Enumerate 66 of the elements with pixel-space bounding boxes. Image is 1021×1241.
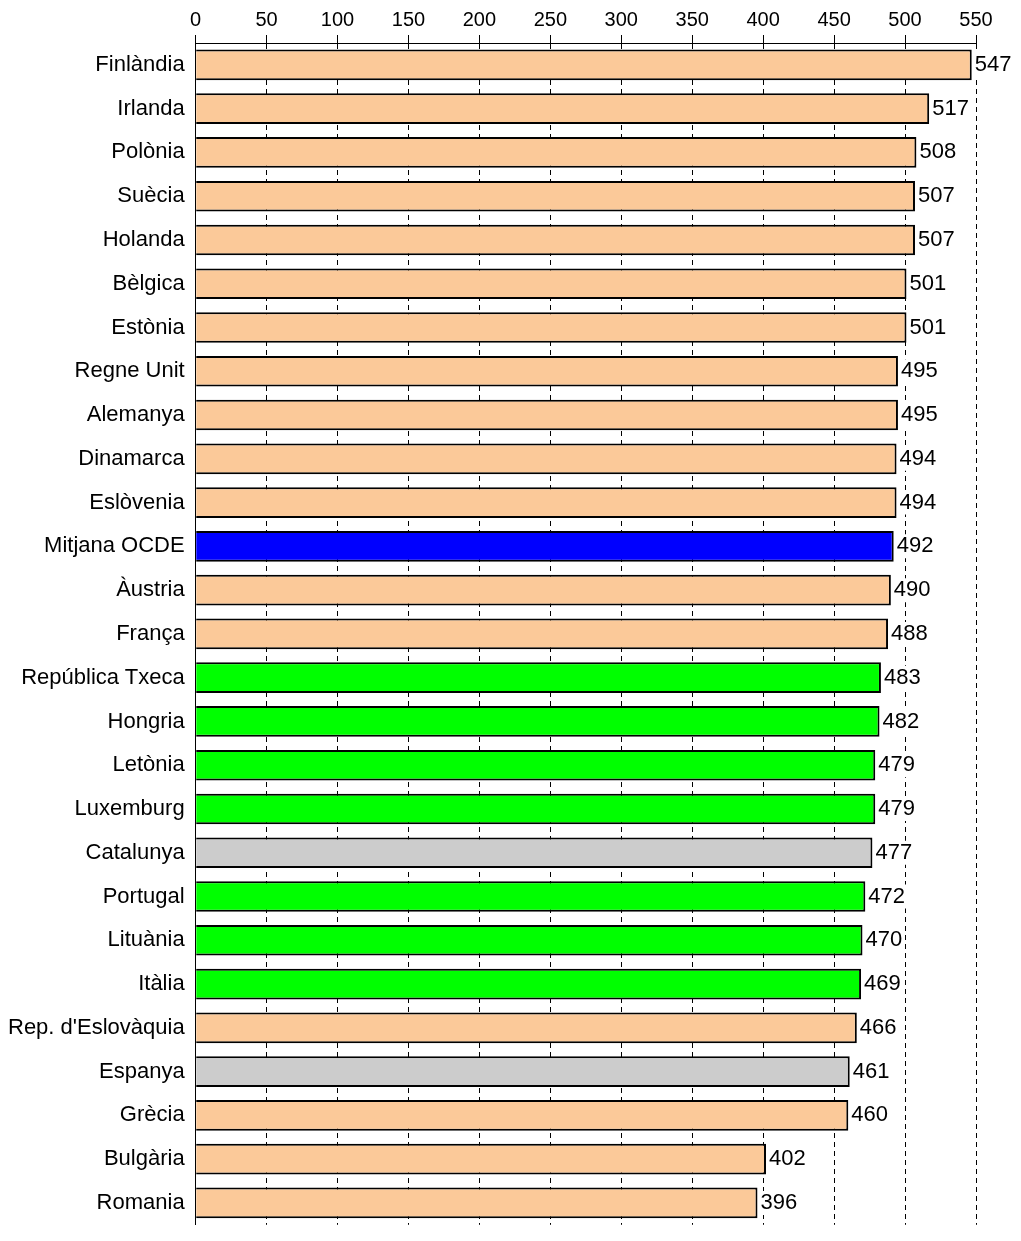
x-tick-label: 200 xyxy=(462,7,497,30)
y-tick-label: República Txeca xyxy=(21,663,186,689)
y-tick-label: Regne Unit xyxy=(74,357,185,383)
data-label: 461 xyxy=(852,1057,890,1083)
data-label: 472 xyxy=(868,882,906,908)
y-tick-label: Suècia xyxy=(117,182,186,208)
x-tick-label: 100 xyxy=(320,7,355,30)
y-tick-label: Grècia xyxy=(119,1101,186,1127)
data-label: 492 xyxy=(896,532,934,558)
y-tick-label: Portugal xyxy=(102,882,185,908)
y-tick-label: Àustria xyxy=(116,576,186,602)
y-tick-label: Holanda xyxy=(102,226,186,252)
y-tick-label: Luxemburg xyxy=(74,795,185,821)
y-tick-label: Lituània xyxy=(107,926,186,952)
y-tick-label: Irlanda xyxy=(117,94,186,120)
x-tick-label: 300 xyxy=(604,7,638,30)
x-tick-label: 150 xyxy=(391,7,426,30)
y-tick-label: Espanya xyxy=(99,1057,186,1083)
data-label: 494 xyxy=(899,444,937,470)
data-label: 501 xyxy=(909,269,947,295)
data-label: 508 xyxy=(919,138,957,164)
y-tick-label: Dinamarca xyxy=(78,444,186,470)
data-label: 495 xyxy=(900,357,938,383)
y-tick-label: Mitjana OCDE xyxy=(44,532,185,558)
data-label: 488 xyxy=(891,619,928,645)
y-tick-label: Bulgària xyxy=(103,1145,186,1171)
y-tick-label: Estònia xyxy=(111,313,186,339)
y-tick-label: Itàlia xyxy=(138,970,186,996)
data-label: 483 xyxy=(883,663,921,689)
data-label: 494 xyxy=(899,488,937,514)
data-label: 517 xyxy=(932,94,969,120)
data-label: 396 xyxy=(760,1188,798,1214)
data-label: 402 xyxy=(769,1145,806,1171)
data-label: 477 xyxy=(875,838,913,864)
data-label: 470 xyxy=(865,926,903,952)
y-tick-label: Catalunya xyxy=(85,838,186,864)
y-tick-label: Letònia xyxy=(112,751,186,777)
y-tick-label: Bèlgica xyxy=(112,269,186,295)
x-tick-label: 250 xyxy=(533,7,568,30)
data-label: 469 xyxy=(864,970,901,996)
data-label: 479 xyxy=(878,751,915,777)
data-label: 482 xyxy=(882,707,920,733)
y-tick-label: Eslòvenia xyxy=(89,488,186,514)
data-label: 501 xyxy=(909,313,947,339)
data-label: 466 xyxy=(859,1013,897,1039)
y-tick-label: Finlàndia xyxy=(95,50,186,76)
y-tick-label: Romania xyxy=(96,1188,186,1214)
data-label: 495 xyxy=(900,401,938,427)
y-tick-label: Polònia xyxy=(111,138,186,164)
y-tick-label: Rep. d'Eslovàquia xyxy=(7,1013,186,1039)
data-label: 479 xyxy=(878,795,915,821)
data-label: 460 xyxy=(851,1101,889,1127)
y-tick-label: Alemanya xyxy=(86,401,186,427)
data-label: 507 xyxy=(917,182,955,208)
data-label: 507 xyxy=(917,226,955,252)
x-tick-label: 450 xyxy=(817,7,851,30)
y-tick-label: Hongria xyxy=(107,707,186,733)
x-tick-label: 550 xyxy=(959,7,993,30)
x-tick-label: 0 xyxy=(190,7,202,30)
x-tick-label: 350 xyxy=(675,7,709,30)
data-label: 547 xyxy=(974,50,1012,76)
y-tick-label: França xyxy=(116,619,186,645)
x-tick-label: 500 xyxy=(888,7,922,30)
x-tick-label: 400 xyxy=(746,7,780,30)
data-label: 490 xyxy=(893,576,931,602)
x-tick-label: 50 xyxy=(255,7,278,30)
